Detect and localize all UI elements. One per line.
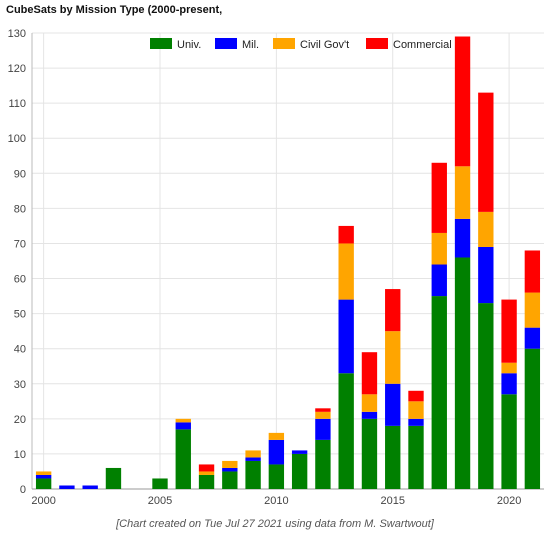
y-tick-label: 50 <box>14 309 26 321</box>
x-tick-label: 2000 <box>31 495 55 507</box>
bar-segment-univ-2018 <box>454 257 471 489</box>
legend-label: Mil. <box>242 39 259 51</box>
bar-segment-univ-2011 <box>291 453 308 489</box>
bar-segment-mil-2008 <box>222 467 238 472</box>
bar-segment-univ-2015 <box>385 425 401 489</box>
y-tick-label: 110 <box>8 98 26 110</box>
bar-segment-civilgovt-2007 <box>198 471 215 475</box>
y-tick-label: 70 <box>14 238 26 250</box>
y-tick-label: 60 <box>14 274 26 286</box>
bar-segment-univ-2005 <box>152 478 168 489</box>
bar-segment-univ-2010 <box>268 464 285 489</box>
bar-segment-mil-2020 <box>501 373 517 395</box>
y-tick-label: 90 <box>14 168 26 180</box>
bar-segment-univ-2016 <box>408 425 424 489</box>
bar-segment-univ-2017 <box>431 296 447 489</box>
bar-segment-civilgovt-2013 <box>338 243 354 300</box>
bar-segment-commercial-2012 <box>315 408 331 412</box>
bar-segment-mil-2019 <box>478 246 494 304</box>
bar-segment-commercial-2015 <box>385 289 401 332</box>
bar-segment-univ-2014 <box>361 418 378 489</box>
bar-segment-civilgovt-2000 <box>35 471 52 475</box>
bar-segment-civilgovt-2015 <box>385 331 401 384</box>
bar-segment-univ-2009 <box>245 460 261 489</box>
y-tick-label: 130 <box>8 28 26 40</box>
legend-label: Commercial <box>393 39 452 51</box>
bar-segment-mil-2014 <box>361 411 378 419</box>
bar-segment-mil-2016 <box>408 418 424 426</box>
y-tick-label: 10 <box>14 449 26 461</box>
bar-segment-mil-2006 <box>175 422 191 430</box>
bar-segment-mil-2021 <box>524 327 541 349</box>
bar-segment-mil-2002 <box>82 485 98 489</box>
bar-segment-univ-2003 <box>105 467 122 489</box>
bar-segment-commercial-2021 <box>524 250 541 293</box>
bar-segment-mil-2010 <box>268 439 285 465</box>
bar-segment-mil-2018 <box>454 218 471 258</box>
bar-segment-univ-2007 <box>198 474 215 489</box>
bar-segment-univ-2020 <box>501 394 517 489</box>
chart-footnote: [Chart created on Tue Jul 27 2021 using … <box>116 518 434 530</box>
bar-segment-civilgovt-2019 <box>478 211 494 247</box>
x-tick-label: 2005 <box>148 495 172 507</box>
y-tick-label: 0 <box>20 484 26 496</box>
bar-segment-mil-2013 <box>338 299 354 374</box>
bar-segment-commercial-2007 <box>198 464 215 472</box>
bar-segment-civilgovt-2014 <box>361 394 378 412</box>
y-tick-label: 30 <box>14 379 26 391</box>
bar-segment-univ-2006 <box>175 429 191 489</box>
bar-segment-univ-2021 <box>524 348 541 489</box>
legend-label: Univ. <box>177 39 201 51</box>
x-tick-label: 2020 <box>497 495 521 507</box>
bar-segment-civilgovt-2006 <box>175 418 191 423</box>
bar-segment-mil-2011 <box>291 450 308 454</box>
y-tick-label: 40 <box>14 344 26 356</box>
bar-segment-commercial-2020 <box>501 299 517 363</box>
bar-segment-commercial-2016 <box>408 390 424 402</box>
chart-title: CubeSats by Mission Type (2000-present, <box>6 4 223 16</box>
bar-segment-civilgovt-2010 <box>268 432 285 440</box>
bar-segment-univ-2013 <box>338 373 354 489</box>
y-tick-label: 80 <box>14 203 26 215</box>
bar-segment-commercial-2019 <box>478 92 494 212</box>
bar-segment-civilgovt-2016 <box>408 401 424 419</box>
bar-segment-civilgovt-2008 <box>222 460 238 468</box>
legend-swatch-mil <box>215 38 237 49</box>
bar-segment-univ-2000 <box>35 478 52 489</box>
bar-segment-commercial-2018 <box>454 36 471 167</box>
bar-segment-univ-2019 <box>478 303 494 489</box>
bar-segment-civilgovt-2020 <box>501 362 517 374</box>
bar-segment-commercial-2017 <box>431 162 447 233</box>
legend-swatch-univ <box>150 38 172 49</box>
legend-swatch-civilgovt <box>273 38 295 49</box>
bar-segment-civilgovt-2009 <box>245 450 261 458</box>
bar-segment-civilgovt-2018 <box>454 166 471 219</box>
legend-swatch-commercial <box>366 38 388 49</box>
bar-segment-univ-2008 <box>222 471 238 489</box>
y-tick-label: 100 <box>8 133 26 145</box>
bar-segment-commercial-2013 <box>338 225 354 244</box>
bar-segment-mil-2000 <box>35 474 52 479</box>
bar-segment-univ-2012 <box>315 439 331 489</box>
y-tick-label: 20 <box>14 414 26 426</box>
bar-segment-mil-2001 <box>59 485 75 489</box>
bar-segment-mil-2009 <box>245 457 261 461</box>
bar-segment-civilgovt-2021 <box>524 292 541 328</box>
bar-segment-mil-2012 <box>315 418 331 440</box>
bar-segment-commercial-2014 <box>361 352 378 395</box>
x-tick-label: 2010 <box>264 495 288 507</box>
bar-segment-civilgovt-2017 <box>431 232 447 265</box>
bar-segment-civilgovt-2012 <box>315 411 331 419</box>
x-tick-label: 2015 <box>380 495 404 507</box>
bar-segment-mil-2017 <box>431 264 447 297</box>
legend-label: Civil Gov't <box>300 39 349 51</box>
bar-segment-mil-2015 <box>385 383 401 426</box>
y-tick-label: 120 <box>8 63 26 75</box>
